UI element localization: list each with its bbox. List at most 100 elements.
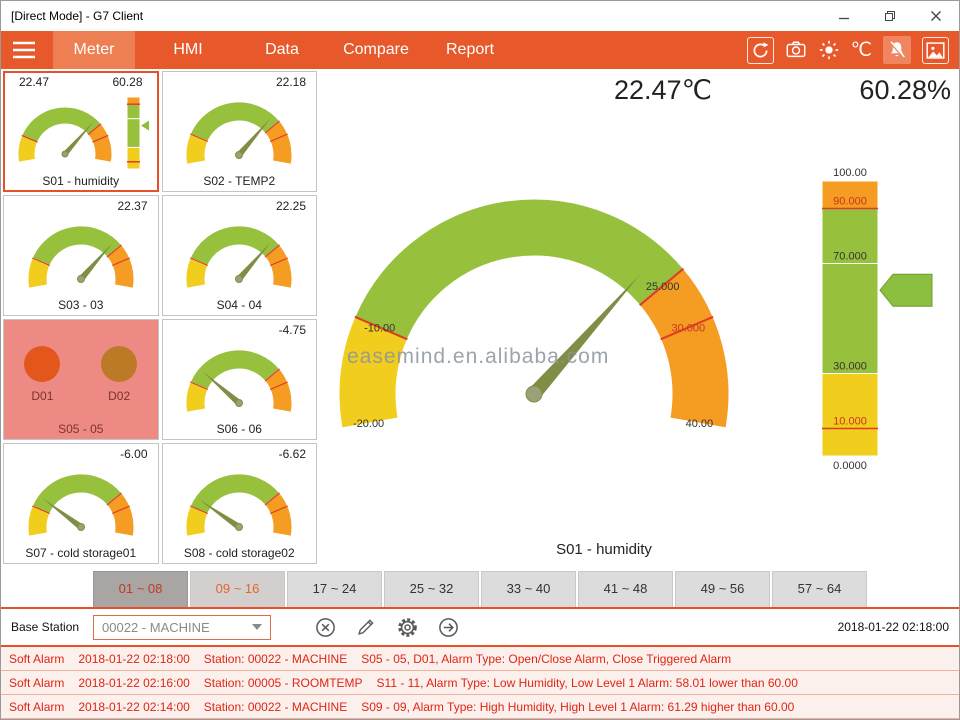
card-label: S07 - cold storage01 xyxy=(25,546,137,560)
range-tab-41-48[interactable]: 41 ~ 48 xyxy=(578,571,673,607)
card-label: S03 - 03 xyxy=(58,298,104,312)
refresh-button[interactable] xyxy=(746,36,774,64)
alarm-mute-button[interactable] xyxy=(883,36,911,64)
card-values: -6.00 xyxy=(4,444,158,461)
svg-text:40.00: 40.00 xyxy=(686,418,714,430)
range-tab-49-56[interactable]: 49 ~ 56 xyxy=(675,571,770,607)
meter-card-s05[interactable]: D01 D02 S05 - 05 xyxy=(3,319,159,440)
alarm-log-row: Soft Alarm 2018-01-22 02:16:00 Station: 00… xyxy=(1,671,959,695)
base-station-label: Base Station xyxy=(11,620,80,634)
toolbar: Base Station 00022 - MACHINE 2018-01-22 … xyxy=(1,609,959,647)
alarm-log-row: Soft Alarm 2018-01-22 02:14:00 Station: 00… xyxy=(1,695,959,719)
card-label: S05 - 05 xyxy=(58,422,104,436)
alarm-time: 2018-01-22 02:18:00 xyxy=(78,651,190,666)
toolbar-actions xyxy=(313,615,460,639)
card-values: 22.47 60.28 xyxy=(4,72,158,89)
main-humidity-bar-gauge: 100.00 90.000 70.000 30.000 10.000 0.0000 xyxy=(814,166,949,478)
alarm-log-row: Soft Alarm 2018-01-22 02:18:00 Station: 00… xyxy=(1,647,959,671)
alarm-detail: S09 - 09, Alarm Type: High Humidity, Hig… xyxy=(361,699,795,714)
edit-button[interactable] xyxy=(354,615,378,639)
restore-button[interactable] xyxy=(867,1,913,31)
meter-card-s06[interactable]: -4.75 S06 - 06 xyxy=(161,319,317,440)
svg-text:90.000: 90.000 xyxy=(833,196,867,208)
digital-channel-d01: D01 xyxy=(24,345,61,403)
mini-gauge xyxy=(163,213,317,298)
svg-text:-10.00: -10.00 xyxy=(364,323,395,335)
range-tab-09-16[interactable]: 09 ~ 16 xyxy=(190,571,285,607)
meter-card-s02[interactable]: 22.18 S02 - TEMP2 xyxy=(161,71,317,192)
refresh-icon xyxy=(753,41,769,57)
watermark: easemind.en.alibaba.com xyxy=(347,345,610,368)
range-tab-57-64[interactable]: 57 ~ 64 xyxy=(772,571,867,607)
titlebar: [Direct Mode] - G7 Client xyxy=(1,1,959,31)
camera-icon xyxy=(786,41,806,58)
card-value: -6.00 xyxy=(120,447,148,461)
meter-card-s04[interactable]: 22.25 S04 - 04 xyxy=(161,195,317,316)
content-area: 22.47 60.28 S01 - humidity 22.18 S02 - TEMP2… xyxy=(1,69,959,569)
alarm-sev: Soft Alarm xyxy=(9,699,65,714)
mini-gauge xyxy=(163,89,317,174)
nav-tab-data[interactable]: Data xyxy=(265,41,299,58)
current-timestamp: 2018-01-22 02:18:00 xyxy=(837,620,949,634)
alarm-sev: Soft Alarm xyxy=(9,651,65,666)
range-tab-25-32[interactable]: 25 ~ 32 xyxy=(384,571,479,607)
range-tab-33-40[interactable]: 33 ~ 40 xyxy=(481,571,576,607)
station-select-value: 00022 - MACHINE xyxy=(102,619,210,635)
meter-card-s07[interactable]: -6.00 S07 - cold storage01 xyxy=(3,443,159,564)
nav-tab-hmi[interactable]: HMI xyxy=(173,41,203,58)
svg-text:25.000: 25.000 xyxy=(646,281,680,293)
snapshot-button[interactable] xyxy=(785,39,807,61)
card-label: S02 - TEMP2 xyxy=(203,174,276,188)
picture-icon xyxy=(926,41,945,59)
go-button[interactable] xyxy=(436,615,460,639)
alarm-time: 2018-01-22 02:16:00 xyxy=(78,675,190,690)
card-value: -6.62 xyxy=(278,447,306,461)
sensor-range-tabs: 01 ~ 08 09 ~ 16 17 ~ 24 25 ~ 32 33 ~ 40 41 ~ … xyxy=(1,569,959,609)
range-tab-01-08[interactable]: 01 ~ 08 xyxy=(93,571,188,607)
card-value: 60.28 xyxy=(112,75,143,89)
digital-channels: D01 D02 xyxy=(4,320,158,422)
range-tab-17-24[interactable]: 17 ~ 24 xyxy=(287,571,382,607)
sun-icon xyxy=(819,40,838,60)
svg-text:30.000: 30.000 xyxy=(833,361,867,373)
card-label: S01 - humidity xyxy=(42,174,120,188)
minimize-button[interactable] xyxy=(821,1,867,31)
nav-tab-compare[interactable]: Compare xyxy=(343,41,409,58)
card-label: S08 - cold storage02 xyxy=(183,546,295,560)
svg-text:0.0000: 0.0000 xyxy=(833,460,867,472)
svg-text:70.000: 70.000 xyxy=(833,251,867,263)
bell-muted-icon xyxy=(889,41,905,59)
main-temperature-gauge: -20.00 -10.00 25.000 30.000 40.00 xyxy=(334,194,744,444)
channel-label: D01 xyxy=(31,388,54,403)
card-label: S04 - 04 xyxy=(216,298,262,312)
close-button[interactable] xyxy=(913,1,959,31)
station-select[interactable]: 00022 - MACHINE xyxy=(93,614,272,640)
alarm-detail: S05 - 05, D01, Alarm Type: Open/Close Al… xyxy=(361,651,732,666)
meter-card-s03[interactable]: 22.37 S03 - 03 xyxy=(3,195,159,316)
gauge-caption: S01 - humidity xyxy=(556,541,652,558)
menu-button[interactable] xyxy=(1,31,47,69)
alarm-time: 2018-01-22 02:14:00 xyxy=(78,699,190,714)
alarm-log: Soft Alarm 2018-01-22 02:18:00 Station: 00… xyxy=(1,647,959,719)
alarm-detail: S11 - 11, Alarm Type: Low Humidity, Low … xyxy=(376,675,798,690)
nav-tab-meter[interactable]: Meter xyxy=(53,31,135,69)
chevron-down-icon xyxy=(252,624,263,630)
circle-x-icon xyxy=(315,617,335,637)
meter-card-s08[interactable]: -6.62 S08 - cold storage02 xyxy=(161,443,317,564)
card-label: S06 - 06 xyxy=(216,422,262,436)
clear-alarm-button[interactable] xyxy=(313,615,337,639)
temperature-unit-toggle[interactable]: ℃ xyxy=(850,39,872,61)
gallery-button[interactable] xyxy=(922,36,949,64)
settings-button[interactable] xyxy=(395,615,419,639)
card-value: -4.75 xyxy=(278,323,306,337)
mini-gauge xyxy=(4,213,158,298)
nav-tab-report[interactable]: Report xyxy=(445,41,495,58)
mini-gauge xyxy=(163,461,317,546)
nav-tabs: Meter HMI Data Compare Report xyxy=(53,31,523,69)
svg-text:-20.00: -20.00 xyxy=(353,418,384,430)
humidity-reading: 60.28% xyxy=(859,75,951,105)
card-values: 22.25 xyxy=(163,196,317,213)
card-value: 22.25 xyxy=(275,199,306,213)
brightness-button[interactable] xyxy=(818,39,840,61)
meter-card-s01[interactable]: 22.47 60.28 S01 - humidity xyxy=(3,71,159,192)
